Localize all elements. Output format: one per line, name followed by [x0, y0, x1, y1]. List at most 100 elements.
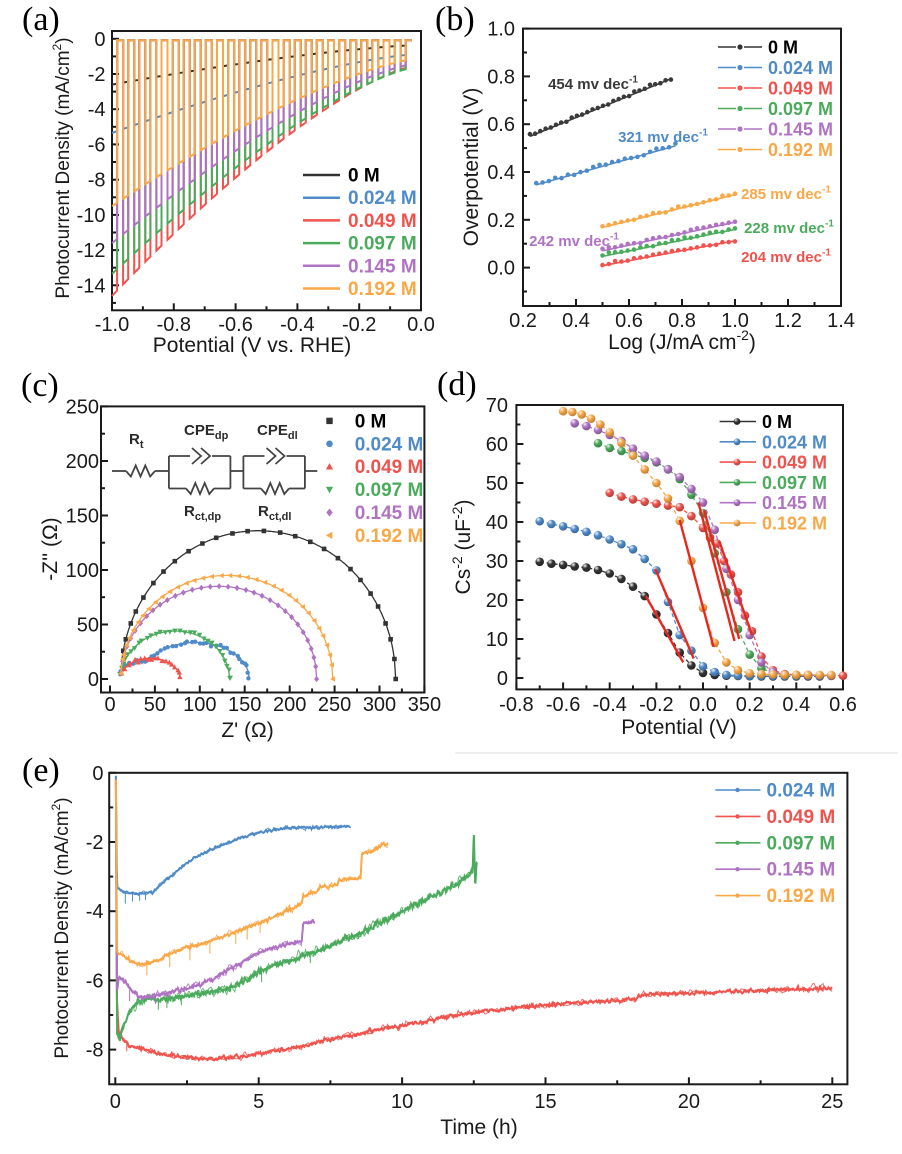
- svg-text:0.097 M: 0.097 M: [767, 833, 836, 854]
- svg-text:-4: -4: [88, 99, 106, 121]
- svg-text:0.192 M: 0.192 M: [768, 140, 833, 160]
- svg-text:0.145 M: 0.145 M: [348, 256, 417, 277]
- svg-text:-0.2: -0.2: [639, 694, 673, 716]
- svg-text:1.0: 1.0: [721, 310, 749, 332]
- svg-text:-8: -8: [86, 1040, 104, 1062]
- svg-text:0: 0: [94, 29, 105, 51]
- svg-text:-6: -6: [88, 134, 106, 156]
- svg-text:0.145 M: 0.145 M: [767, 860, 836, 881]
- svg-text:Overpotential (V): Overpotential (V): [460, 88, 483, 247]
- svg-text:-0.8: -0.8: [157, 314, 191, 336]
- svg-text:Photocurrent Density (mA/cm2): Photocurrent Density (mA/cm2): [49, 797, 73, 1058]
- svg-text:100: 100: [66, 560, 99, 582]
- svg-text:-8: -8: [88, 170, 106, 192]
- svg-text:-Z'' (Ω): -Z'' (Ω): [39, 517, 62, 580]
- svg-text:0.6: 0.6: [615, 310, 643, 332]
- svg-text:-2: -2: [88, 64, 106, 86]
- svg-text:(e): (e): [22, 752, 60, 789]
- svg-text:0.4: 0.4: [562, 310, 590, 332]
- svg-text:0.024 M: 0.024 M: [348, 188, 417, 209]
- svg-text:0.0: 0.0: [487, 258, 515, 280]
- svg-text:1.2: 1.2: [774, 310, 802, 332]
- svg-text:0.8: 0.8: [668, 310, 696, 332]
- svg-text:0 M: 0 M: [348, 166, 380, 187]
- svg-text:Potential (V vs. RHE): Potential (V vs. RHE): [153, 334, 351, 357]
- svg-text:350: 350: [408, 694, 441, 716]
- svg-text:228 mv dec-1: 228 mv dec-1: [744, 219, 834, 237]
- svg-text:100: 100: [183, 694, 216, 716]
- svg-text:0: 0: [497, 668, 508, 690]
- svg-text:0.049 M: 0.049 M: [767, 807, 836, 828]
- svg-text:-0.8: -0.8: [499, 694, 533, 716]
- svg-text:250: 250: [318, 694, 351, 716]
- svg-text:(c): (c): [21, 367, 59, 404]
- svg-text:-0.4: -0.4: [280, 314, 314, 336]
- svg-text:0.097 M: 0.097 M: [762, 473, 827, 493]
- svg-text:-2: -2: [86, 832, 104, 854]
- svg-text:0.0: 0.0: [407, 314, 435, 336]
- svg-text:1.4: 1.4: [827, 310, 855, 332]
- svg-text:0: 0: [92, 763, 103, 785]
- svg-text:0 M: 0 M: [762, 412, 792, 432]
- svg-text:0.049 M: 0.049 M: [768, 79, 833, 99]
- svg-text:Potential (V): Potential (V): [621, 716, 737, 739]
- svg-text:0.097 M: 0.097 M: [355, 480, 424, 501]
- svg-text:(b): (b): [435, 1, 475, 38]
- svg-text:-12: -12: [77, 240, 106, 262]
- svg-text:-6: -6: [86, 970, 104, 992]
- svg-text:200: 200: [66, 451, 99, 473]
- svg-text:0.2: 0.2: [509, 310, 537, 332]
- svg-text:-0.2: -0.2: [342, 314, 376, 336]
- svg-text:0.192 M: 0.192 M: [762, 514, 827, 534]
- svg-text:0.145 M: 0.145 M: [768, 120, 833, 140]
- svg-text:40: 40: [486, 512, 508, 534]
- svg-text:0.024 M: 0.024 M: [767, 781, 836, 802]
- svg-text:0.049 M: 0.049 M: [762, 453, 827, 473]
- svg-text:5: 5: [253, 1091, 264, 1113]
- svg-text:0.024 M: 0.024 M: [762, 432, 827, 452]
- svg-text:321 mv dec-1: 321 mv dec-1: [618, 128, 708, 146]
- svg-text:10: 10: [486, 629, 508, 651]
- svg-text:60: 60: [486, 434, 508, 456]
- svg-text:10: 10: [391, 1091, 413, 1113]
- svg-text:-0.6: -0.6: [218, 314, 252, 336]
- svg-text:0.192 M: 0.192 M: [348, 279, 417, 300]
- svg-text:0.6: 0.6: [829, 694, 857, 716]
- svg-text:50: 50: [77, 615, 99, 637]
- svg-text:(d): (d): [437, 366, 477, 403]
- svg-text:0: 0: [88, 669, 99, 691]
- svg-text:200: 200: [273, 694, 306, 716]
- svg-text:0 M: 0 M: [355, 411, 387, 432]
- svg-text:Z' (: Z' (: [221, 719, 251, 742]
- svg-text:20: 20: [678, 1091, 700, 1113]
- svg-text:Photocurrent Density (mA/cm2): Photocurrent Density (mA/cm2): [50, 37, 74, 298]
- svg-text:15: 15: [534, 1091, 556, 1113]
- svg-text:250: 250: [66, 396, 99, 418]
- svg-text:50: 50: [144, 694, 166, 716]
- svg-text:0 M: 0 M: [768, 38, 798, 58]
- svg-text:0.097 M: 0.097 M: [768, 99, 833, 119]
- svg-text:0: 0: [110, 1091, 121, 1113]
- svg-text:0.8: 0.8: [487, 66, 515, 88]
- svg-text:-1.0: -1.0: [95, 314, 129, 336]
- svg-text:-14: -14: [77, 275, 106, 297]
- svg-text:0.145 M: 0.145 M: [762, 493, 827, 513]
- svg-text:150: 150: [66, 506, 99, 528]
- svg-text:Log (J/mA cm-2): Log (J/mA cm-2): [608, 327, 756, 354]
- svg-text:25: 25: [821, 1091, 843, 1113]
- svg-text:20: 20: [486, 590, 508, 612]
- svg-text:242 mv dec-1: 242 mv dec-1: [529, 232, 619, 250]
- svg-text:(a): (a): [22, 1, 60, 38]
- svg-text:-10: -10: [77, 205, 106, 227]
- svg-text:Ω): Ω): [251, 719, 274, 742]
- svg-text:0.4: 0.4: [487, 162, 515, 184]
- svg-text:50: 50: [486, 473, 508, 495]
- svg-text:0.024 M: 0.024 M: [355, 434, 424, 455]
- svg-text:300: 300: [363, 694, 396, 716]
- svg-text:0: 0: [104, 694, 115, 716]
- svg-text:Time (h): Time (h): [440, 1116, 517, 1139]
- svg-text:CPEdl: CPEdl: [257, 422, 298, 442]
- svg-text:150: 150: [228, 694, 261, 716]
- svg-text:0.0: 0.0: [689, 694, 717, 716]
- svg-text:-0.4: -0.4: [592, 694, 626, 716]
